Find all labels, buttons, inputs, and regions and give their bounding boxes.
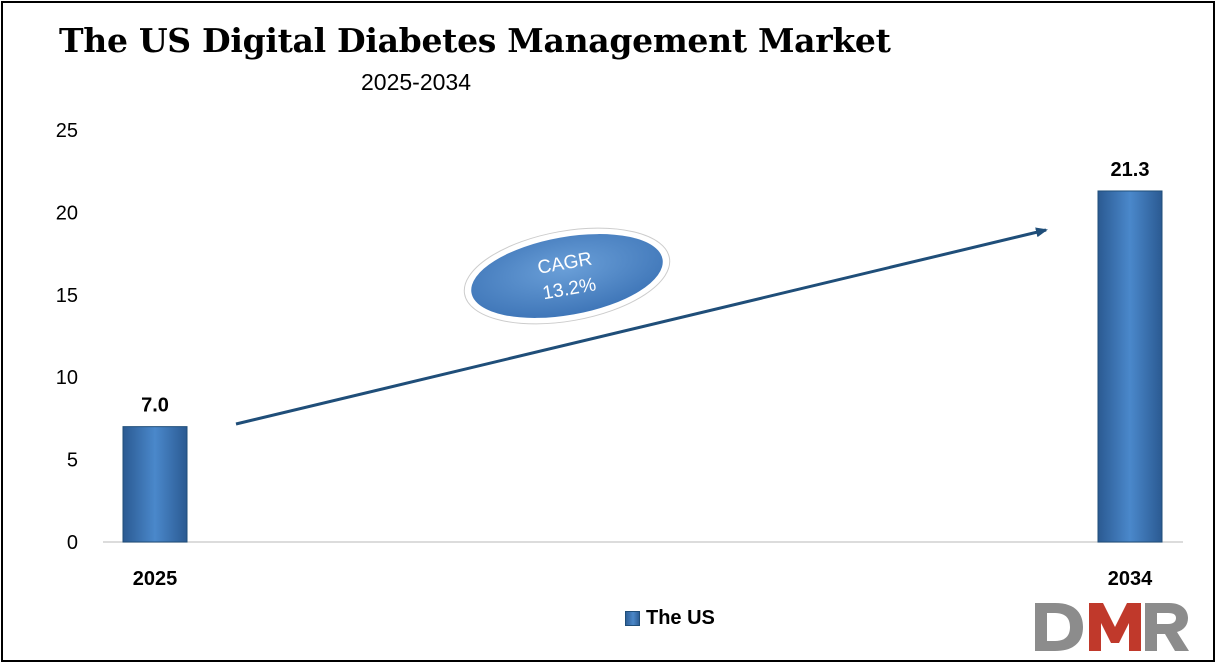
y-tick-label: 20 (56, 202, 78, 224)
chart-subtitle: 2025-2034 (361, 69, 471, 95)
y-tick-label: 0 (67, 532, 78, 554)
legend: The US (625, 607, 715, 630)
bar-2025 (122, 426, 188, 543)
y-tick-label: 10 (56, 367, 78, 389)
growth-arrow (235, 227, 1048, 426)
dmr-logo (1035, 603, 1189, 651)
data-label-2034: 21.3 (1111, 159, 1150, 181)
x-tick-label-2025: 2025 (133, 568, 178, 590)
y-tick-label: 25 (56, 120, 78, 142)
cagr-badge: CAGR 13.2% (463, 227, 671, 325)
x-axis: 2025 2034 (133, 568, 1153, 590)
y-tick-label: 5 (67, 450, 78, 472)
chart-title: The US Digital Diabetes Management Marke… (59, 21, 891, 60)
legend-label: The US (646, 607, 715, 629)
bar-2034 (1097, 190, 1163, 543)
bars: 7.0 21.3 (122, 159, 1163, 543)
data-label-2025: 7.0 (141, 395, 169, 417)
legend-swatch (625, 611, 640, 626)
y-tick-label: 15 (56, 285, 78, 307)
y-axis: 0 5 10 15 20 25 (56, 120, 78, 554)
x-tick-label-2034: 2034 (1108, 568, 1153, 590)
